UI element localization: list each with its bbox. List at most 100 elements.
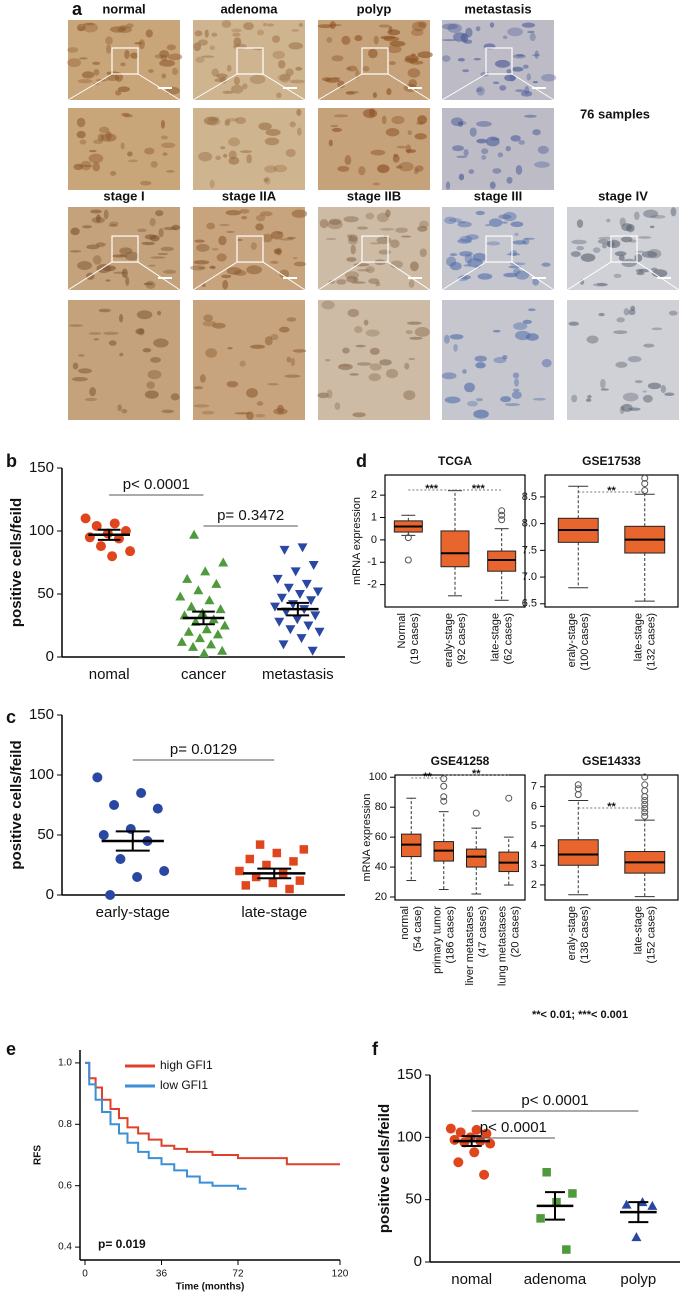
micrograph-texture [514, 330, 531, 341]
micrograph-texture [409, 60, 424, 65]
micrograph-texture [606, 239, 621, 249]
box [440, 530, 470, 568]
x-tick-sublabel: (100 cases) [579, 613, 591, 670]
micrograph-texture [88, 149, 97, 153]
zoom-box [610, 235, 638, 263]
micrograph-texture [78, 354, 85, 357]
micrograph-texture [414, 327, 430, 337]
micrograph-texture [246, 411, 254, 420]
micrograph-texture [226, 64, 232, 72]
micrograph-texture [405, 149, 417, 153]
micrograph-texture [161, 409, 174, 414]
micrograph-texture [82, 225, 92, 229]
micrograph-texture [239, 150, 253, 154]
micrograph-texture [110, 171, 117, 176]
micrograph [567, 300, 679, 420]
micrograph-texture [228, 150, 237, 160]
micrograph-texture [459, 235, 473, 243]
micrograph-texture [121, 268, 128, 279]
micrograph-texture [641, 251, 658, 258]
micrograph-texture [77, 26, 84, 32]
y-tick-label: 8.5 [522, 491, 537, 503]
micrograph-texture [125, 23, 134, 29]
x-tick-sublabel: (19 cases) [409, 613, 421, 664]
comparison-label: ** [607, 485, 616, 497]
outlier [440, 782, 448, 790]
panel-label: d [356, 451, 367, 471]
micrograph-texture [255, 223, 264, 231]
micrograph-texture [527, 30, 535, 34]
micrograph-texture [592, 283, 609, 287]
micrograph-texture [76, 130, 86, 139]
micrograph-texture [211, 248, 219, 251]
micrograph-texture [486, 241, 501, 246]
micrograph-texture [410, 28, 424, 37]
micrograph-texture [356, 226, 369, 230]
micrograph-texture [263, 178, 269, 182]
micrograph-texture [634, 380, 643, 384]
x-tick-label: 120 [332, 1269, 349, 1280]
micrograph-texture [512, 372, 520, 379]
micrograph-texture [286, 317, 297, 322]
micrograph-texture [387, 45, 402, 54]
x-tick-sublabel: (20 cases) [510, 906, 522, 957]
micrograph-texture [596, 282, 608, 286]
y-tick-label: 50 [37, 585, 54, 602]
outlier [641, 486, 649, 494]
micrograph-texture [502, 211, 517, 222]
micrograph-texture [445, 181, 451, 190]
zoom-line [636, 261, 680, 291]
data-point [175, 591, 186, 601]
micrograph-texture [134, 41, 143, 45]
comparison-label: p= 0.3472 [217, 507, 284, 524]
x-tick-label: late-stage [241, 904, 307, 921]
micrograph-texture [193, 42, 202, 52]
micrograph-texture [388, 26, 393, 33]
micrograph-texture [108, 224, 118, 227]
micrograph-texture [587, 394, 592, 399]
micrograph-texture [372, 92, 378, 98]
micrograph-texture [98, 308, 111, 313]
micrograph-texture [209, 266, 216, 269]
micrograph-texture [203, 116, 219, 126]
y-tick-label: 6.5 [522, 598, 537, 610]
micrograph-texture [279, 269, 290, 279]
micrograph-texture [338, 363, 353, 371]
micrograph-texture [334, 402, 341, 410]
micrograph-texture [246, 388, 258, 398]
micrograph-texture [524, 85, 530, 95]
outlier [641, 812, 649, 820]
micrograph-texture [518, 140, 525, 145]
micrograph-texture [506, 253, 521, 256]
zoom-box [361, 235, 389, 263]
outlier [505, 794, 513, 802]
micrograph-texture [629, 239, 637, 243]
micrograph-texture [103, 331, 119, 335]
data-point [272, 574, 283, 584]
micrograph-texture [497, 152, 504, 158]
micrograph-texture [321, 77, 332, 82]
zoom-line [317, 73, 363, 101]
chart-title: TCGA [438, 454, 472, 468]
image-label: stage IIB [347, 188, 401, 203]
data-point [136, 788, 147, 798]
data-point [568, 1189, 577, 1198]
x-tick-label: normal [399, 906, 411, 940]
y-tick-label: 0 [371, 534, 377, 546]
micrograph-texture [92, 255, 102, 265]
micrograph-texture [146, 381, 155, 389]
data-point [204, 595, 215, 605]
micrograph-texture [571, 394, 578, 403]
micrograph-texture [492, 81, 500, 85]
micrograph-texture [258, 122, 272, 131]
micrograph-texture [369, 347, 380, 355]
x-tick-label: eraly-stage [443, 613, 455, 667]
data-point [182, 573, 193, 583]
micrograph-texture [233, 37, 242, 47]
micrograph-texture [357, 269, 371, 272]
micrograph-texture [222, 90, 234, 94]
micrograph-texture [537, 145, 549, 154]
micrograph-texture [220, 146, 226, 150]
data-point [206, 639, 217, 649]
micrograph-texture [197, 39, 208, 46]
